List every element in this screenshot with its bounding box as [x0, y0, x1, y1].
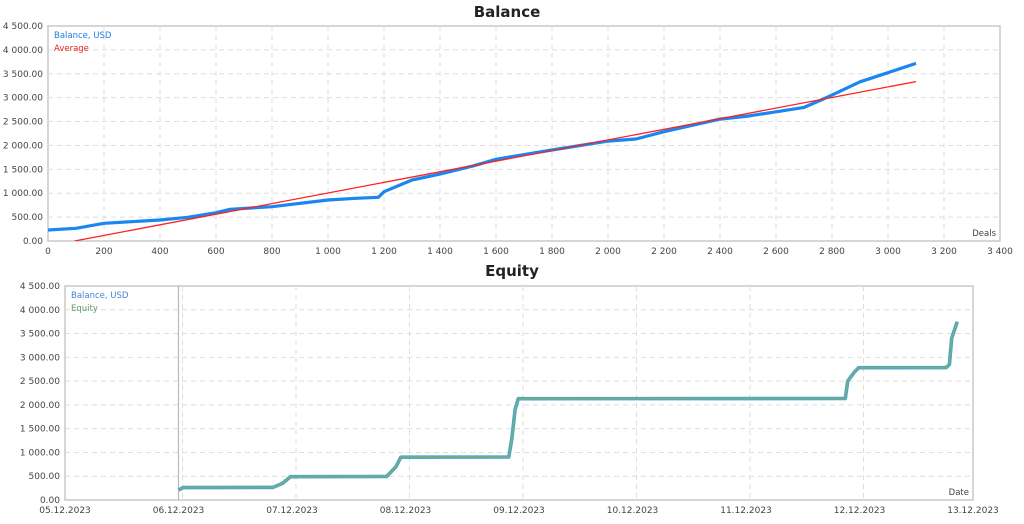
x-tick-label: 11.12.2023	[720, 506, 772, 516]
x-tick-label: 0	[45, 247, 51, 257]
y-tick-label: 500.00	[12, 213, 44, 223]
x-tick-label: 08.12.2023	[380, 506, 432, 516]
x-tick-label: 2 800	[819, 247, 845, 257]
y-tick-label: 3 500.00	[20, 330, 60, 340]
legend-average: Average	[54, 44, 89, 54]
x-tick-label: 2 400	[707, 247, 733, 257]
x-tick-label: 1 000	[315, 247, 341, 257]
y-tick-label: 4 000.00	[20, 306, 60, 316]
x-tick-label: 07.12.2023	[266, 506, 318, 516]
x-axis-label-date: Date	[949, 488, 969, 498]
y-tick-label: 500.00	[29, 472, 61, 482]
x-tick-label: 2 000	[595, 247, 621, 257]
y-tick-label: 4 500.00	[3, 22, 43, 32]
x-tick-label: 200	[95, 247, 112, 257]
y-tick-label: 4 500.00	[20, 282, 60, 292]
x-tick-label: 13.12.2023	[947, 506, 999, 516]
y-tick-label: 3 000.00	[3, 94, 43, 104]
x-tick-label: 2 600	[763, 247, 789, 257]
legend-equity: Equity	[71, 304, 98, 314]
balance-chart-title: Balance	[474, 3, 541, 21]
y-tick-label: 2 500.00	[20, 377, 60, 387]
y-tick-label: 0.00	[23, 237, 43, 247]
y-tick-label: 2 500.00	[3, 118, 43, 128]
legend-balance-equity-chart: Balance, USD	[71, 291, 129, 301]
y-tick-label: 2 000.00	[20, 401, 60, 411]
x-tick-label: 09.12.2023	[493, 506, 545, 516]
x-tick-label: 06.12.2023	[153, 506, 205, 516]
x-tick-label: 600	[207, 247, 224, 257]
equity-chart-title: Equity	[485, 262, 539, 280]
x-axis-label-deals: Deals	[972, 229, 996, 239]
y-tick-label: 3 000.00	[20, 353, 60, 363]
balance-chart: 0.00 500.00 1 000.00 1 500.00 2 000.00 2 500.…	[3, 22, 1013, 257]
equity-line	[178, 321, 959, 491]
x-tick-label: 400	[151, 247, 168, 257]
average-line	[74, 80, 917, 241]
x-tick-label: 1 200	[371, 247, 397, 257]
y-tick-label: 1 000.00	[20, 448, 60, 458]
plot-area	[64, 285, 974, 501]
y-tick-label: 3 500.00	[3, 70, 43, 80]
equity-chart: 0.00 500.00 1 000.00 1 500.00 2 000.00 2 500.…	[20, 282, 999, 516]
x-tick-label: 3 000	[875, 247, 901, 257]
x-tick-label: 10.12.2023	[607, 506, 659, 516]
x-tick-label: 12.12.2023	[834, 506, 886, 516]
x-tick-label: 2 200	[651, 247, 677, 257]
x-tick-label: 3 200	[931, 247, 957, 257]
x-tick-label: 05.12.2023	[39, 506, 91, 516]
y-tick-label: 1 500.00	[20, 425, 60, 435]
x-tick-label: 1 600	[483, 247, 509, 257]
plot-area	[47, 25, 1001, 242]
y-tick-label: 0.00	[40, 496, 60, 506]
x-tick-label: 1 400	[427, 247, 453, 257]
x-tick-label: 1 800	[539, 247, 565, 257]
x-tick-label: 800	[263, 247, 280, 257]
y-tick-label: 1 000.00	[3, 189, 43, 199]
y-tick-label: 1 500.00	[3, 165, 43, 175]
y-tick-label: 2 000.00	[3, 141, 43, 151]
y-tick-label: 4 000.00	[3, 46, 43, 56]
x-tick-label: 3 400	[987, 247, 1013, 257]
legend-balance: Balance, USD	[54, 31, 112, 41]
